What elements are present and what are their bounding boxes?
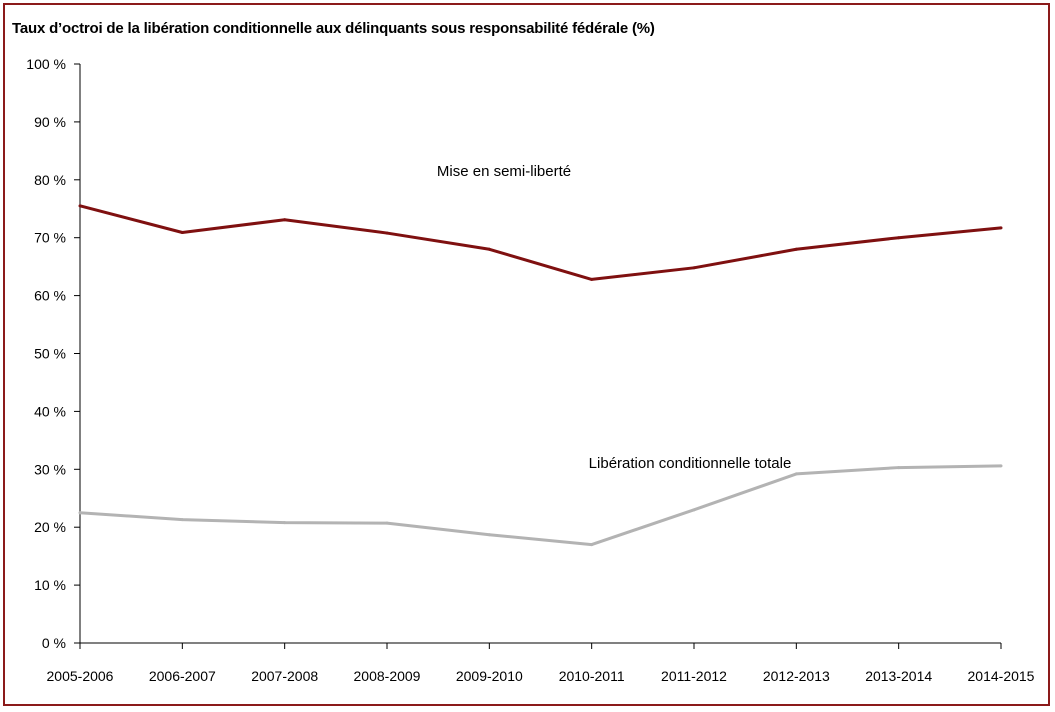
chart-frame	[3, 3, 1050, 706]
x-tick-label: 2008-2009	[354, 668, 421, 684]
data-point	[78, 204, 82, 208]
axes: 0 % 10 % 20 % 30 % 40 % 50 % 60 % 70 % 80 % 90 % 1…	[26, 56, 1034, 684]
data-point	[692, 508, 696, 512]
data-point	[385, 521, 389, 525]
data-point	[692, 266, 696, 270]
x-tick-label: 2011-2012	[661, 668, 727, 684]
x-tick-label: 2009-2010	[456, 668, 523, 684]
y-tick-label: 10 %	[34, 577, 66, 593]
data-point	[180, 230, 184, 234]
x-tick-label: 2007-2008	[251, 668, 318, 684]
y-tick-label: 0 %	[42, 635, 66, 651]
data-point	[180, 518, 184, 522]
label-liberation-totale: Libération conditionnelle totale	[589, 455, 792, 472]
x-tick-label: 2006-2007	[149, 668, 216, 684]
y-tick-label: 30 %	[34, 461, 66, 477]
x-tick-label: 2012-2013	[763, 668, 830, 684]
series-line-liberation-totale	[79, 464, 1002, 547]
label-semi-liberte: Mise en semi-liberté	[437, 163, 571, 180]
data-point	[78, 511, 82, 515]
x-tick-label: 2005-2006	[47, 668, 114, 684]
data-point	[590, 277, 594, 281]
data-point	[283, 521, 287, 525]
data-point	[283, 218, 287, 222]
data-point	[794, 472, 798, 476]
data-point	[999, 464, 1003, 468]
data-point	[385, 231, 389, 235]
series-labels: Mise en semi-liberté Libération condition…	[437, 163, 791, 472]
series-layer	[78, 204, 1003, 547]
data-point	[794, 247, 798, 251]
y-tick-label: 80 %	[34, 172, 66, 188]
y-tick-label: 90 %	[34, 114, 66, 130]
data-point	[897, 236, 901, 240]
data-point	[897, 466, 901, 470]
y-tick-label: 20 %	[34, 519, 66, 535]
data-point	[487, 533, 491, 537]
y-tick-label: 100 %	[26, 56, 66, 72]
data-point	[590, 543, 594, 547]
y-tick-label: 70 %	[34, 230, 66, 246]
x-tick-label: 2014-2015	[968, 668, 1035, 684]
chart-title: Taux d’octroi de la libération condition…	[12, 20, 655, 37]
x-tick-label: 2013-2014	[865, 668, 932, 684]
data-point	[487, 247, 491, 251]
y-tick-label: 40 %	[34, 403, 66, 419]
y-tick-label: 60 %	[34, 288, 66, 304]
y-tick-label: 50 %	[34, 346, 66, 362]
series-line-semi-liberte	[79, 204, 1002, 281]
x-tick-label: 2010-2011	[559, 668, 625, 684]
data-point	[999, 226, 1003, 230]
